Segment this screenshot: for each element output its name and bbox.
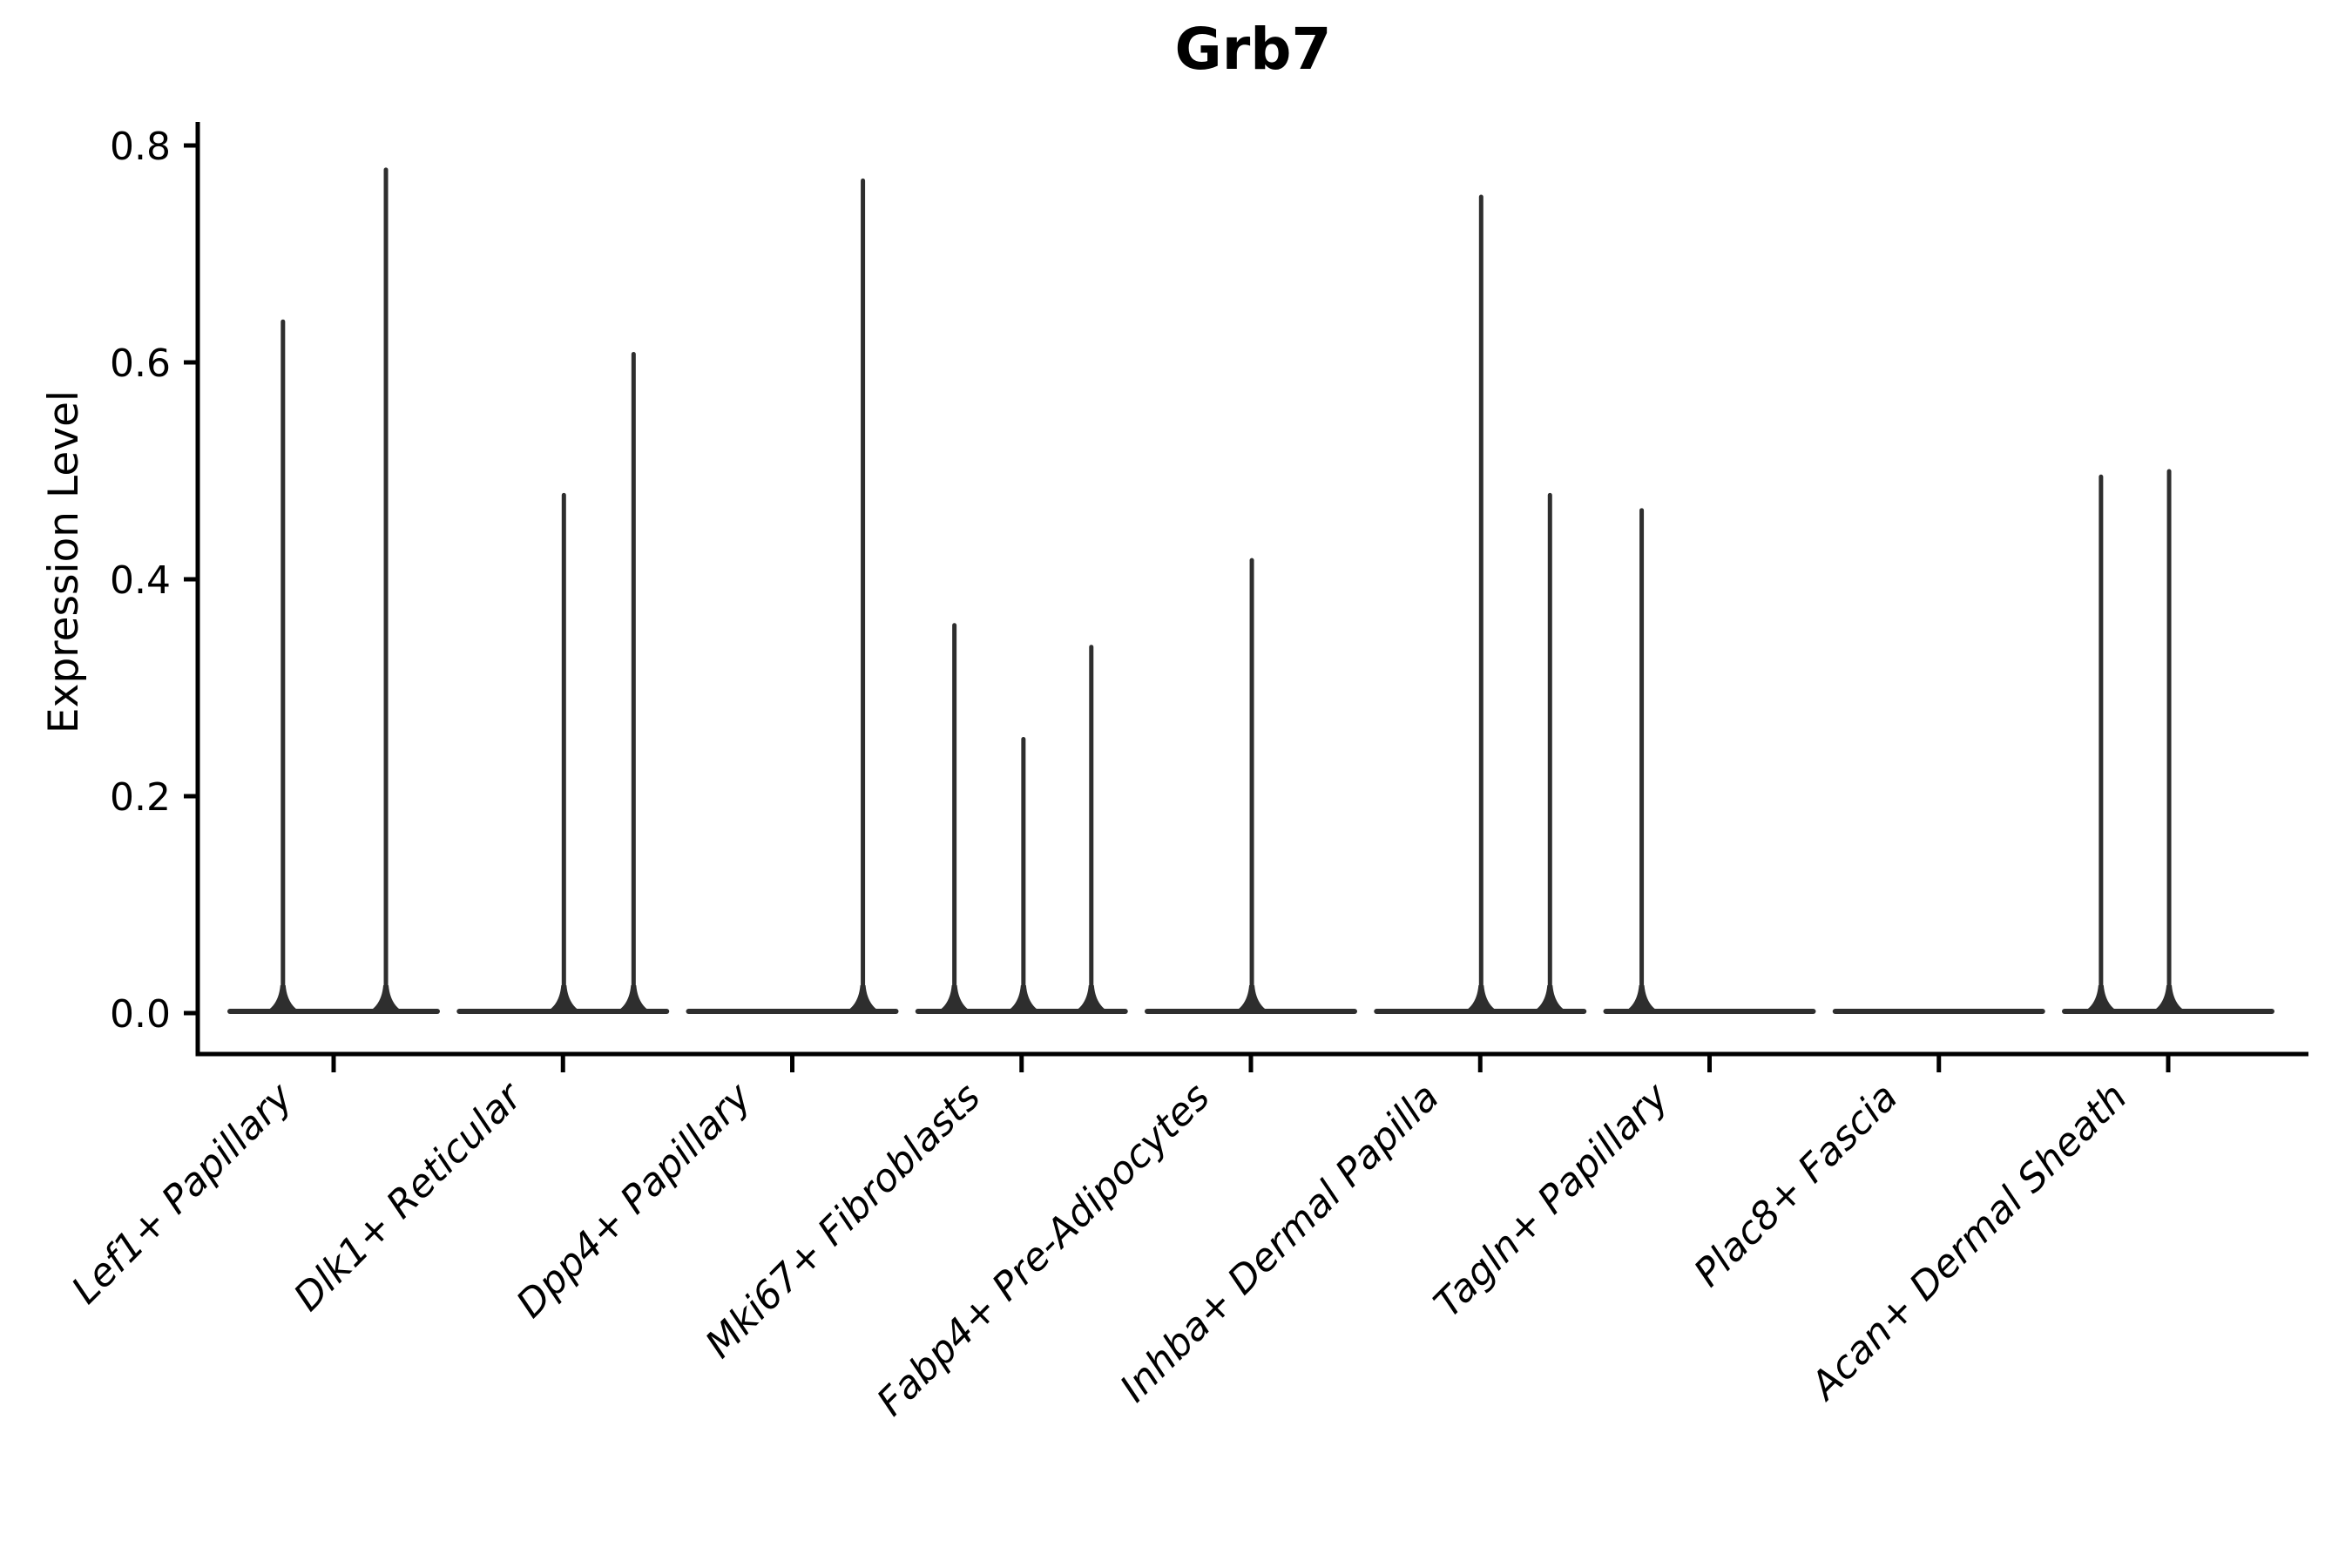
y-tick-label: 0.4 [110,558,171,603]
x-tick-label: Plac8+ Fascia [1686,1075,1906,1295]
x-tick-label: Lef1+ Papillary [64,1074,302,1313]
y-tick-label: 0.0 [110,992,171,1037]
chart-title: Grb7 [1174,16,1332,83]
x-tick-label: Tagln+ Papillary [1426,1074,1678,1326]
y-tick-label: 0.2 [110,775,171,820]
x-tick-label: Dlk1+ Reticular [286,1073,532,1320]
y-tick-label: 0.8 [110,125,171,169]
y-tick-label: 0.6 [110,341,171,386]
x-tick-label: Dpp4+ Papillary [508,1074,760,1327]
